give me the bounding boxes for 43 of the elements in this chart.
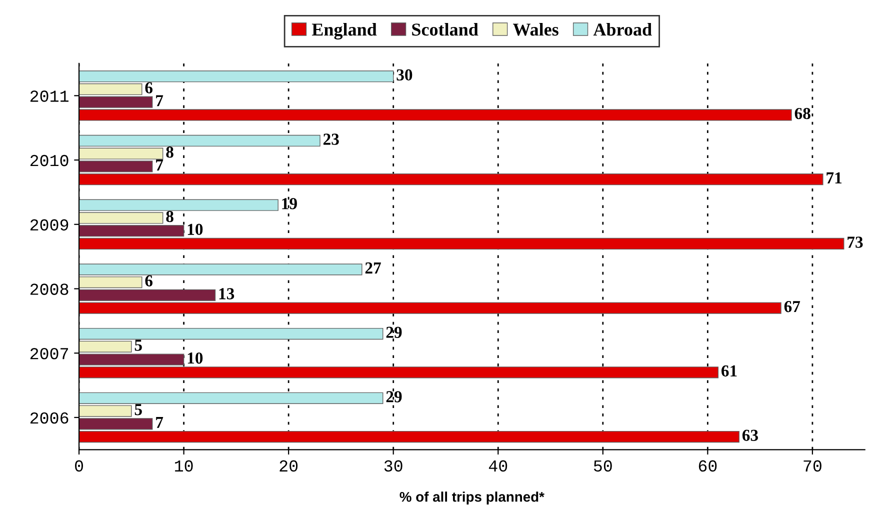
x-tick-label: 60 [698,460,717,472]
data-label: 7 [156,417,164,428]
x-tick-label: 50 [594,460,612,472]
data-label: 6 [145,275,153,286]
data-label: 19 [282,198,297,210]
data-label: 27 [365,262,381,274]
data-label: 73 [848,236,863,248]
legend-label: England [312,22,377,40]
data-label: 29 [386,391,402,402]
legend-label: Abroad [593,22,652,36]
data-label: 71 [826,172,842,184]
data-label: 29 [386,326,402,338]
data-label: 8 [166,146,174,158]
data-label: 63 [742,430,758,441]
legend-label: Scotland [412,22,478,36]
x-tick-label: 0 [75,460,83,472]
data-label: 6 [145,82,153,94]
data-label: 10 [188,352,203,364]
data-label: 13 [219,288,234,300]
y-tick-label: 2011 [30,90,68,102]
data-label: 5 [134,340,142,351]
data-label: 23 [323,134,339,145]
y-tick-label: 2006 [30,412,68,424]
x-tick-label: 40 [488,460,508,472]
y-tick-label: 2010 [30,154,68,166]
x-tick-label: 20 [280,460,298,472]
x-tick-label: 70 [804,460,822,472]
data-label: 7 [156,95,164,106]
data-label: 5 [134,404,142,416]
data-label: 7 [156,160,164,170]
x-tick-label: 10 [175,460,193,472]
data-label: 30 [396,69,412,81]
data-label: 10 [188,224,203,235]
data-label: 8 [166,210,174,222]
data-label: 68 [794,108,810,120]
y-tick-label: 2008 [30,284,68,295]
legend-label: Wales [512,22,558,36]
data-label: 67 [784,301,800,312]
data-label: 61 [721,365,737,377]
x-axis-title: % of all trips planned* [400,492,544,505]
x-tick-label: 30 [384,460,402,472]
y-tick-label: 2007 [30,348,68,360]
y-tick-label: 2009 [30,219,68,231]
